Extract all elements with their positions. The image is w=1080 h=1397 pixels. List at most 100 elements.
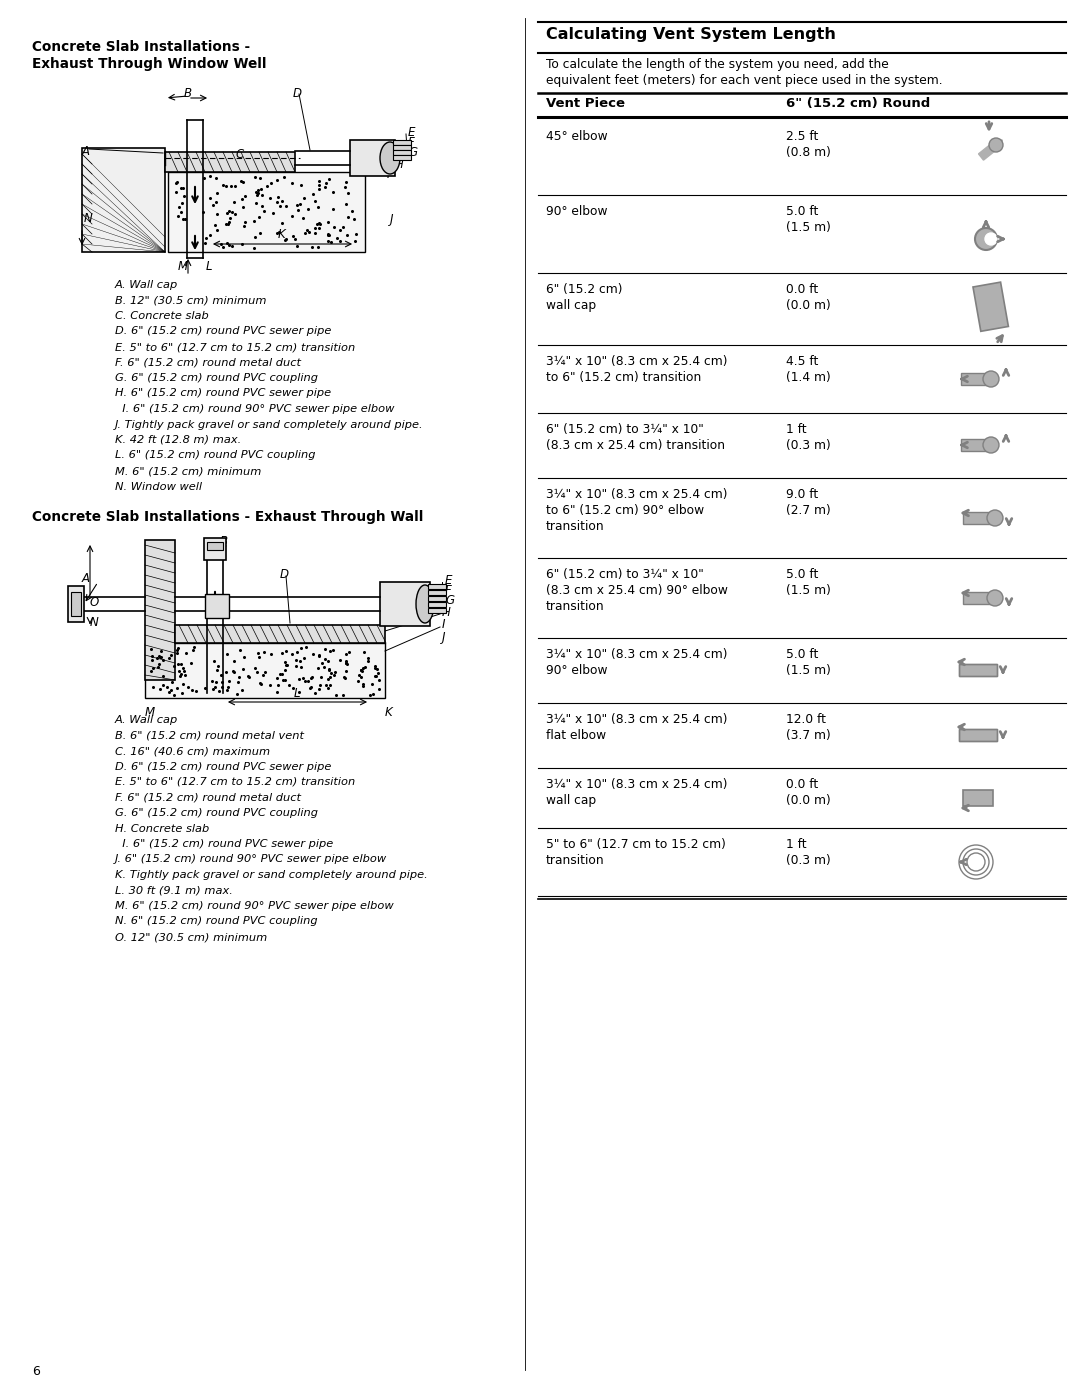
Bar [963, 511, 993, 524]
Text: C: C [217, 602, 226, 616]
Text: 9.0 ft: 9.0 ft [786, 488, 819, 502]
Text: 4.5 ft: 4.5 ft [786, 355, 819, 367]
Text: D: D [280, 569, 289, 581]
Text: 5.0 ft: 5.0 ft [786, 648, 819, 661]
Text: I: I [442, 619, 446, 631]
Text: 6" (15.2 cm): 6" (15.2 cm) [546, 284, 622, 296]
Text: O: O [90, 595, 99, 609]
Text: E. 5" to 6" (12.7 cm to 15.2 cm) transition: E. 5" to 6" (12.7 cm to 15.2 cm) transit… [114, 777, 355, 787]
Ellipse shape [989, 138, 1003, 152]
Text: J. Tightly pack gravel or sand completely around pipe.: J. Tightly pack gravel or sand completel… [114, 419, 423, 429]
Ellipse shape [380, 142, 400, 175]
Ellipse shape [983, 437, 999, 453]
Text: F: F [445, 584, 451, 597]
Text: O. 12" (30.5 cm) minimum: O. 12" (30.5 cm) minimum [114, 932, 267, 942]
Text: J. 6" (15.2 cm) round 90° PVC sewer pipe elbow: J. 6" (15.2 cm) round 90° PVC sewer pipe… [114, 855, 387, 865]
Text: E. 5" to 6" (12.7 cm to 15.2 cm) transition: E. 5" to 6" (12.7 cm to 15.2 cm) transit… [114, 342, 355, 352]
Text: F: F [408, 136, 415, 148]
Text: B. 6" (15.2 cm) round metal vent: B. 6" (15.2 cm) round metal vent [114, 731, 303, 740]
Bar [959, 664, 997, 676]
Text: H. 6" (15.2 cm) round PVC sewer pipe: H. 6" (15.2 cm) round PVC sewer pipe [114, 388, 332, 398]
Text: Concrete Slab Installations -: Concrete Slab Installations - [32, 41, 251, 54]
Bar [207, 542, 222, 550]
Text: 6" (15.2 cm) Round: 6" (15.2 cm) Round [786, 96, 930, 110]
Bar [393, 145, 411, 149]
Text: D. 6" (15.2 cm) round PVC sewer pipe: D. 6" (15.2 cm) round PVC sewer pipe [114, 761, 332, 771]
Bar [168, 172, 365, 251]
Text: H: H [395, 158, 404, 172]
Text: (0.0 m): (0.0 m) [786, 793, 831, 807]
Text: (1.5 m): (1.5 m) [786, 664, 831, 678]
Text: 90° elbow: 90° elbow [546, 664, 607, 678]
Text: K. 42 ft (12.8 m) max.: K. 42 ft (12.8 m) max. [114, 434, 241, 446]
Text: 2.5 ft: 2.5 ft [786, 130, 819, 142]
Text: H. Concrete slab: H. Concrete slab [114, 823, 210, 834]
Text: 1 ft: 1 ft [786, 423, 807, 436]
Text: (3.7 m): (3.7 m) [786, 729, 831, 742]
Text: A. Wall cap: A. Wall cap [114, 715, 178, 725]
Bar [393, 140, 411, 145]
Text: C: C [235, 148, 244, 162]
Ellipse shape [416, 585, 434, 623]
Text: to 6" (15.2 cm) 90° elbow: to 6" (15.2 cm) 90° elbow [546, 504, 704, 517]
Text: M: M [178, 260, 188, 272]
Text: F. 6" (15.2 cm) round metal duct: F. 6" (15.2 cm) round metal duct [114, 358, 301, 367]
Bar [428, 597, 446, 601]
Text: 3¼" x 10" (8.3 cm x 25.4 cm): 3¼" x 10" (8.3 cm x 25.4 cm) [546, 778, 728, 791]
Text: I. 6" (15.2 cm) round 90° PVC sewer pipe elbow: I. 6" (15.2 cm) round 90° PVC sewer pipe… [114, 404, 394, 414]
Bar [380, 583, 430, 626]
Text: G: G [445, 594, 454, 606]
Text: (1.5 m): (1.5 m) [786, 584, 831, 597]
Text: B: B [184, 87, 192, 101]
Text: To calculate the length of the system you need, add the: To calculate the length of the system yo… [546, 59, 889, 71]
Text: 3¼" x 10" (8.3 cm x 25.4 cm): 3¼" x 10" (8.3 cm x 25.4 cm) [546, 712, 728, 726]
Text: (8.3 cm x 25.4 cm) transition: (8.3 cm x 25.4 cm) transition [546, 439, 725, 453]
Text: N. Window well: N. Window well [114, 482, 202, 492]
Text: M. 6" (15.2 cm) minimum: M. 6" (15.2 cm) minimum [114, 467, 261, 476]
Bar [963, 592, 993, 604]
Text: transition: transition [546, 854, 605, 868]
Text: K: K [384, 705, 393, 719]
Text: D. 6" (15.2 cm) round PVC sewer pipe: D. 6" (15.2 cm) round PVC sewer pipe [114, 327, 332, 337]
Bar [973, 282, 1009, 331]
Text: E: E [408, 126, 416, 138]
Ellipse shape [983, 372, 999, 387]
Bar [428, 584, 446, 590]
Text: 3¼" x 10" (8.3 cm x 25.4 cm): 3¼" x 10" (8.3 cm x 25.4 cm) [546, 488, 728, 502]
Text: N: N [84, 211, 93, 225]
Bar [68, 585, 84, 622]
Text: (1.5 m): (1.5 m) [786, 221, 831, 235]
Text: Calculating Vent System Length: Calculating Vent System Length [546, 27, 836, 42]
Bar [963, 789, 993, 806]
Text: transition: transition [546, 520, 605, 534]
Text: B. 12" (30.5 cm) minimum: B. 12" (30.5 cm) minimum [114, 296, 267, 306]
Text: A. Wall cap: A. Wall cap [114, 279, 178, 291]
Text: 6" (15.2 cm) to 3¼" x 10": 6" (15.2 cm) to 3¼" x 10" [546, 423, 704, 436]
Bar [961, 439, 989, 451]
Text: G. 6" (15.2 cm) round PVC coupling: G. 6" (15.2 cm) round PVC coupling [114, 373, 318, 383]
Bar [428, 602, 446, 608]
Text: 3¼" x 10" (8.3 cm x 25.4 cm): 3¼" x 10" (8.3 cm x 25.4 cm) [546, 648, 728, 661]
Ellipse shape [987, 590, 1003, 606]
FancyArrow shape [978, 140, 1002, 161]
Text: (8.3 cm x 25.4 cm) 90° elbow: (8.3 cm x 25.4 cm) 90° elbow [546, 584, 728, 597]
Text: Concrete Slab Installations - Exhaust Through Wall: Concrete Slab Installations - Exhaust Th… [32, 510, 423, 524]
Bar [350, 140, 395, 176]
Bar [959, 664, 997, 676]
Bar [205, 594, 229, 617]
Text: 0.0 ft: 0.0 ft [786, 778, 819, 791]
Text: 12.0 ft: 12.0 ft [786, 712, 826, 726]
Text: (0.8 m): (0.8 m) [786, 147, 831, 159]
Ellipse shape [987, 510, 1003, 527]
Ellipse shape [975, 228, 997, 250]
Text: 1 ft: 1 ft [786, 838, 807, 851]
Text: transition: transition [546, 599, 605, 613]
Text: D: D [293, 87, 302, 101]
Bar [204, 538, 226, 560]
Bar [82, 148, 165, 251]
Text: 3¼" x 10" (8.3 cm x 25.4 cm): 3¼" x 10" (8.3 cm x 25.4 cm) [546, 355, 728, 367]
Text: equivalent feet (meters) for each vent piece used in the system.: equivalent feet (meters) for each vent p… [546, 74, 943, 87]
Text: 5" to 6" (12.7 cm to 15.2 cm): 5" to 6" (12.7 cm to 15.2 cm) [546, 838, 726, 851]
Text: C. 16" (40.6 cm) maximum: C. 16" (40.6 cm) maximum [114, 746, 270, 756]
Bar [428, 590, 446, 595]
